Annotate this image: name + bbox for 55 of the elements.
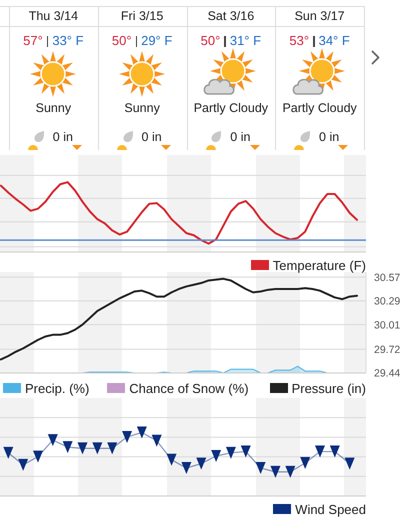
legend-label: Chance of Snow (%) (129, 380, 249, 396)
point (314, 446, 325, 458)
text: 0 in (142, 129, 162, 145)
point (152, 434, 162, 447)
point (136, 426, 147, 438)
point (78, 442, 88, 454)
y-tick-label: 29.72 (374, 344, 400, 356)
point (3, 446, 14, 459)
y-tick-label: 30.01 (374, 319, 400, 332)
text: Sunny (124, 101, 160, 115)
y-tick-label: 29.44 (374, 368, 400, 380)
point (18, 458, 28, 471)
text: 50° (112, 33, 132, 48)
point (256, 462, 266, 474)
point (48, 434, 58, 446)
text: 53° (289, 33, 310, 48)
category-label: Sun 3/17 (294, 9, 345, 23)
text: 34° F (318, 33, 350, 48)
point (92, 442, 102, 454)
text: 0 in (319, 129, 340, 145)
text: 50° (200, 33, 220, 48)
point (107, 442, 118, 454)
point (240, 446, 251, 458)
text: 33° F (52, 33, 84, 48)
y-tick-label: 30.29 (374, 296, 400, 308)
legend-label: Precip. (%) (25, 380, 90, 396)
legend-label: Temperature (F) (272, 258, 366, 272)
point (166, 454, 177, 466)
text: 0 in (230, 129, 250, 145)
point (196, 458, 206, 470)
y-tick-label: 30.57 (374, 272, 400, 284)
text: 0 in (52, 129, 73, 145)
legend-label: Wind Speed (295, 502, 366, 516)
point (32, 450, 43, 463)
point (330, 446, 340, 458)
point (226, 446, 236, 459)
point (181, 462, 192, 474)
point (344, 458, 355, 470)
category-label: Thu 3/14 (28, 9, 78, 23)
text: 57° (23, 33, 43, 48)
point (300, 456, 310, 469)
text: Partly Cloudy (282, 101, 357, 115)
text: Partly Cloudy (194, 101, 268, 115)
point (62, 441, 73, 454)
text: 29° F (141, 33, 172, 48)
category-label: Sat 3/16 (208, 9, 254, 23)
text: 31° F (230, 33, 262, 48)
point (285, 466, 296, 478)
category-label: Fri 3/15 (120, 9, 164, 23)
point (270, 466, 280, 478)
point (122, 430, 132, 443)
legend-label: Pressure (in) (292, 380, 366, 396)
text: Sunny (36, 101, 72, 115)
line-series (0, 278, 358, 360)
point (211, 450, 222, 462)
